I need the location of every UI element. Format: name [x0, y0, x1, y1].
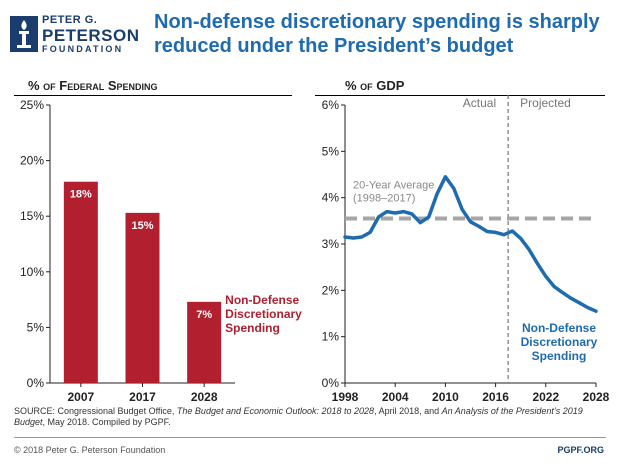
source-note: SOURCE: Congressional Budget Office, The… [14, 406, 604, 428]
right-panel-title: % of GDP [345, 78, 405, 93]
line-y-tick-label: 2% [322, 283, 340, 297]
bar [63, 181, 98, 383]
line-y-tick-label: 3% [322, 237, 340, 251]
bar-x-tick-label: 2028 [191, 390, 218, 404]
line-annotation-line: Spending [532, 349, 587, 363]
line-annotation-line: Discretionary [521, 335, 598, 349]
line-x-tick-label: 2022 [532, 390, 559, 404]
site-link[interactable]: PGPF.ORG [557, 445, 604, 455]
bar-chart: 0% 5% 10% 15% 20% 25% 18% 2007 15% 2017 7% 2028 Non-… [20, 98, 302, 404]
line-y-tick-label: 0% [322, 376, 340, 390]
bar-y-tick-label: 10% [20, 265, 44, 279]
line-annotation: Non-Defense Discretionary Spending [521, 321, 598, 363]
average-label-line: (1998–2017) [353, 193, 415, 205]
bar-x-tick-label: 2017 [129, 390, 156, 404]
bar-annotation-line: Spending [225, 321, 280, 335]
right-panel-rule [315, 95, 605, 96]
phase-label-actual: Actual [463, 96, 496, 110]
line-chart: 0% 1% 2% 3% 4% 5% 6% 1998 2004 2010 2016 2022 2028 Ac… [322, 95, 610, 404]
line-y-tick-label: 6% [322, 98, 340, 112]
bar-annotation: Non-Defense Discretionary Spending [225, 293, 302, 335]
source-part-3: , May 2018. Compiled by PGPF. [42, 417, 171, 427]
series-line [343, 175, 598, 313]
bar-y-tick-label: 20% [20, 154, 44, 168]
source-title-2: An Analysis of the President’s 2019 Budg… [14, 406, 583, 427]
source-part-2: , April 2018, and [374, 406, 442, 416]
line-x-tick-label: 2010 [432, 390, 459, 404]
left-panel-rule [14, 95, 292, 96]
bar-y-tick-label: 0% [27, 376, 45, 390]
bar-y-tick-label: 15% [20, 209, 44, 223]
logo-line-1: PETER G. [42, 14, 98, 26]
line-y-tick-label: 5% [322, 144, 340, 158]
line-y-tick-label: 4% [322, 191, 340, 205]
phase-label-projected: Projected [520, 96, 571, 110]
bar-annotation-line: Discretionary [225, 307, 302, 321]
source-title-1: The Budget and Economic Outlook: 2018 to… [176, 406, 375, 416]
source-part-1: SOURCE: Congressional Budget Office, [14, 406, 177, 416]
bar-value-label: 18% [70, 189, 92, 201]
logo-line-3: FOUNDATION [42, 44, 124, 54]
logo-line-2: PETERSON [42, 26, 140, 45]
footer-rule [14, 437, 606, 438]
bar-value-label: 15% [131, 220, 153, 232]
logo: PETER G. PETERSON FOUNDATION [10, 10, 150, 58]
bar-y-tick-label: 25% [20, 98, 44, 112]
bar-x-tick-label: 2007 [67, 390, 94, 404]
bar-value-label: 7% [196, 309, 212, 321]
line-x-tick-label: 2028 [583, 390, 610, 404]
average-label: 20-Year Average (1998–2017) [353, 180, 434, 205]
bar-y-tick-label: 5% [27, 320, 45, 334]
average-label-line: 20-Year Average [353, 180, 434, 192]
left-panel-title: % of Federal Spending [28, 78, 158, 93]
line-x-tick-label: 1998 [332, 390, 359, 404]
bar [125, 212, 160, 383]
line-x-tick-label: 2016 [482, 390, 509, 404]
chart-title: Non-defense discretionary spending is sh… [154, 11, 600, 57]
bar-annotation-line: Non-Defense [225, 293, 299, 307]
bar [187, 301, 222, 383]
copyright: © 2018 Peter G. Peterson Foundation [14, 445, 166, 455]
line-x-tick-label: 2004 [382, 390, 409, 404]
torch-icon [10, 16, 38, 52]
line-annotation-line: Non-Defense [522, 321, 596, 335]
line-y-tick-label: 1% [322, 330, 340, 344]
